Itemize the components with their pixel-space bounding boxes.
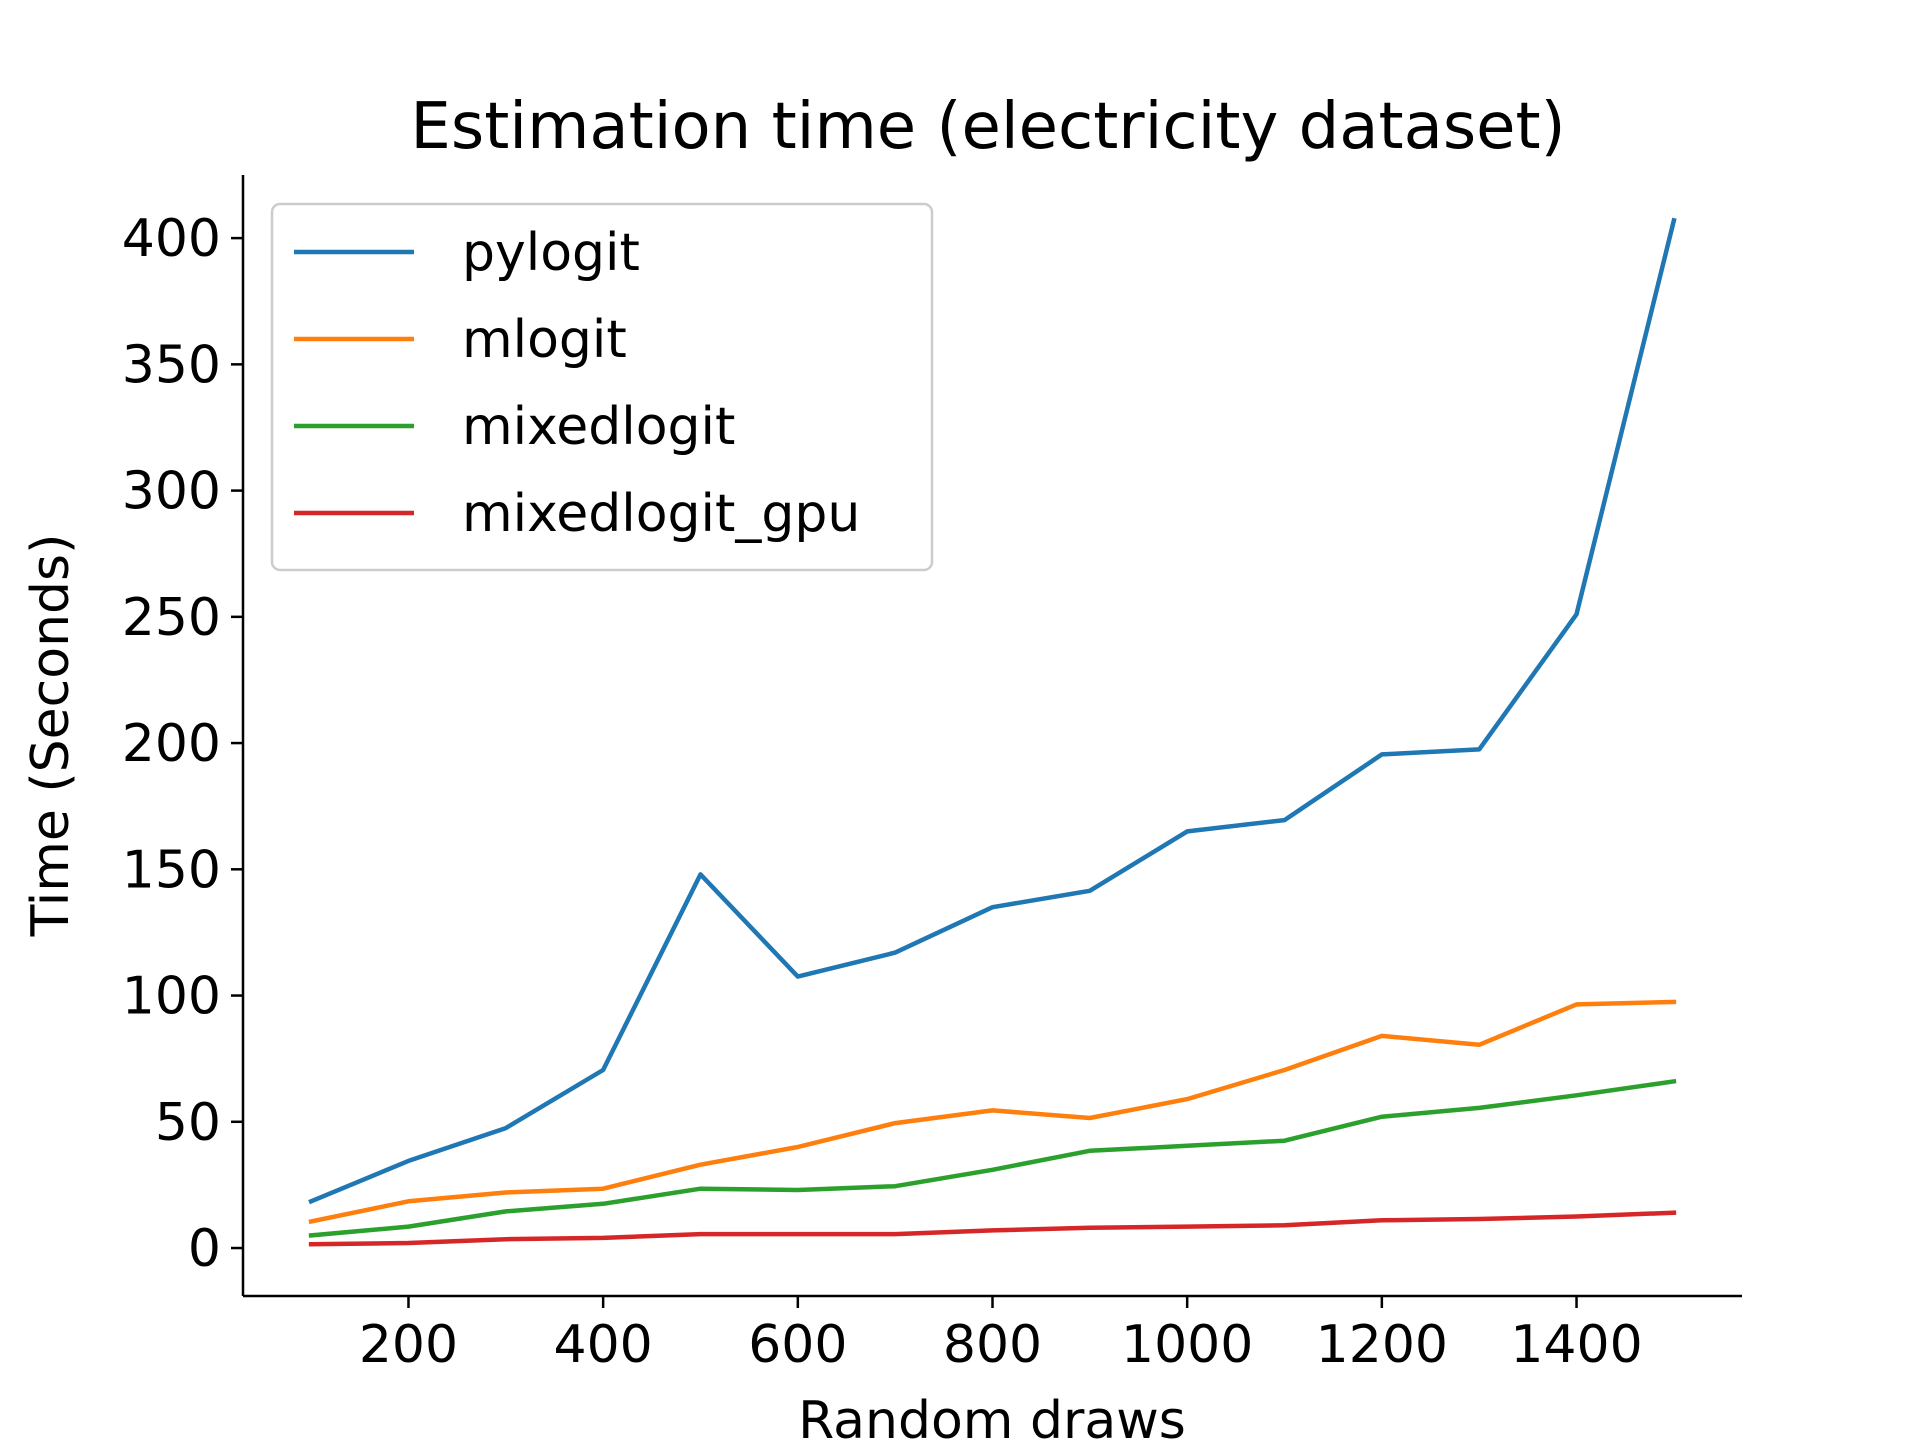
legend-label-mixedlogit-gpu: mixedlogit_gpu xyxy=(462,484,860,544)
y-axis-ticks: 0 50 100 150 200 250 300 350 400 xyxy=(122,209,243,1279)
y-tick-label: 300 xyxy=(122,462,221,522)
x-tick-label: 800 xyxy=(943,1315,1042,1375)
y-tick-label: 100 xyxy=(122,967,221,1027)
series-line-pylogit xyxy=(308,217,1677,1205)
y-tick-label: 350 xyxy=(122,335,221,395)
x-tick-label: 1400 xyxy=(1510,1315,1642,1375)
chart-title: Estimation time (electricity dataset) xyxy=(410,90,1565,164)
y-tick-label: 200 xyxy=(122,714,221,774)
x-tick-label: 1000 xyxy=(1121,1315,1253,1375)
x-tick-label: 200 xyxy=(359,1315,458,1375)
y-tick-label: 150 xyxy=(122,840,221,900)
y-tick-label: 50 xyxy=(155,1093,221,1153)
series-lines xyxy=(308,217,1677,1247)
y-tick-label: 0 xyxy=(188,1219,221,1279)
legend: pylogit mlogit mixedlogit mixedlogit_gpu xyxy=(270,202,934,572)
y-tick-label: 250 xyxy=(122,588,221,648)
legend-label-mlogit: mlogit xyxy=(462,310,627,370)
x-tick-label: 600 xyxy=(748,1315,847,1375)
x-axis-ticks: 200 400 600 800 1000 1200 1400 xyxy=(359,1296,1643,1375)
x-tick-label: 400 xyxy=(554,1315,653,1375)
series-line-mlogit xyxy=(308,999,1677,1225)
series-line-mixedlogit xyxy=(308,1078,1677,1238)
legend-items: pylogit mlogit mixedlogit mixedlogit_gpu xyxy=(294,223,860,544)
legend-frame xyxy=(270,202,934,572)
y-axis-label: Time (Seconds) xyxy=(21,534,81,938)
x-tick-label: 1200 xyxy=(1316,1315,1448,1375)
x-axis-label: Random draws xyxy=(798,1391,1186,1440)
y-tick-label: 400 xyxy=(122,209,221,269)
legend-label-mixedlogit: mixedlogit xyxy=(462,397,735,457)
legend-label-pylogit: pylogit xyxy=(462,223,640,283)
series-line-mixedlogit-gpu xyxy=(308,1210,1677,1247)
